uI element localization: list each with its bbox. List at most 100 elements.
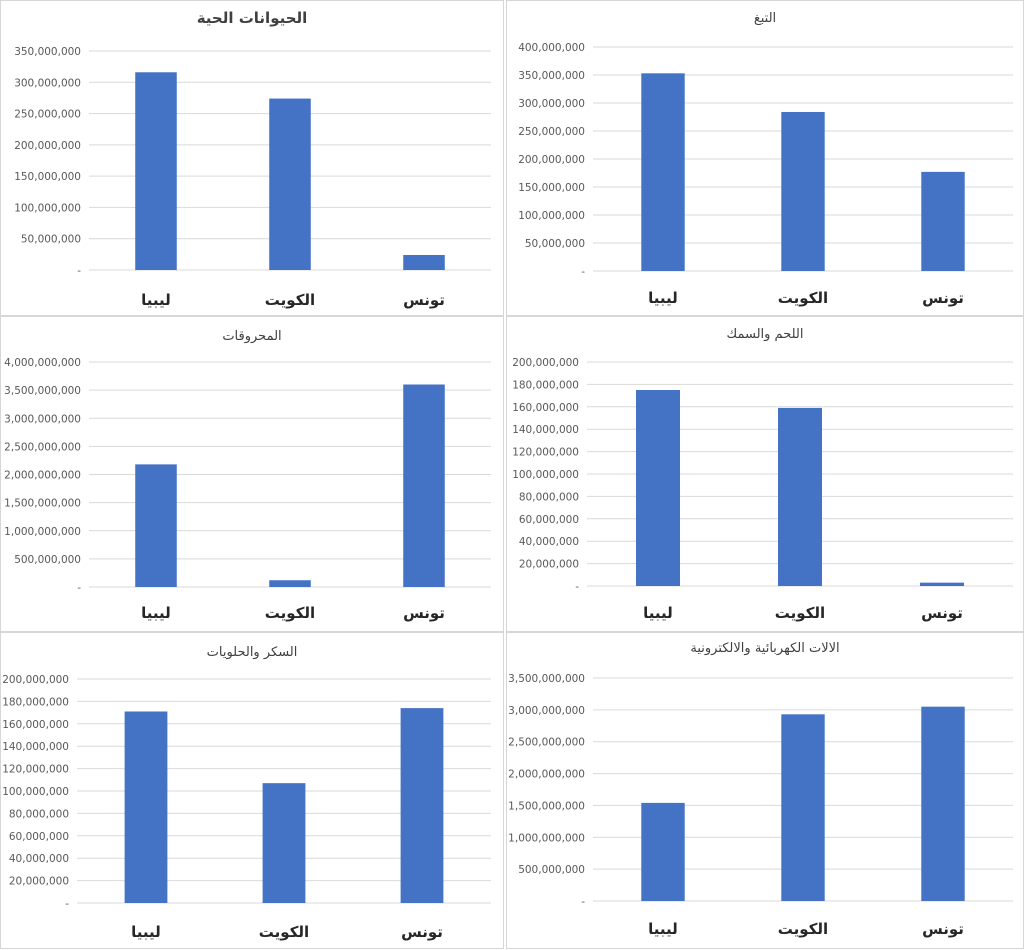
x-category-label: الكويت: [265, 291, 315, 309]
x-category-label: ليبيا: [131, 923, 161, 941]
y-tick-label: 150,000,000: [14, 171, 81, 183]
y-tick-label: 200,000,000: [512, 357, 579, 369]
y-tick-label: 200,000,000: [2, 674, 69, 686]
y-tick-label: 100,000,000: [14, 202, 81, 214]
bar: [135, 464, 177, 587]
bar: [262, 783, 306, 903]
bar: [919, 582, 965, 586]
bar: [641, 802, 685, 901]
y-tick-label: 50,000,000: [525, 238, 585, 250]
y-tick-label: 40,000,000: [519, 536, 579, 548]
chart-panel-electrical: الالات الكهربائية والالكترونية - 500,000,…: [506, 632, 1024, 949]
bar: [124, 711, 168, 903]
y-tick-label: 100,000,000: [512, 469, 579, 481]
bar: [269, 580, 311, 587]
y-tick-label: 3,000,000,000: [508, 705, 585, 717]
y-tick-label: -: [581, 896, 585, 908]
chart-title: السكر والحلويات: [206, 645, 298, 660]
y-tick-label: 500,000,000: [518, 864, 585, 876]
x-category-label: الكويت: [775, 604, 825, 622]
x-category-label: ليبيا: [643, 604, 673, 622]
y-tick-label: 140,000,000: [2, 741, 69, 753]
bar: [781, 714, 825, 901]
y-tick-label: 300,000,000: [14, 77, 81, 89]
chart-plot: - 20,000,000 40,000,000 60,000,000 80,000,00…: [512, 357, 1013, 622]
y-tick-label: 150,000,000: [518, 182, 585, 194]
y-tick-label: 180,000,000: [512, 379, 579, 391]
x-category-label: تونس: [922, 920, 964, 938]
bar: [403, 384, 445, 587]
y-tick-label: 350,000,000: [518, 70, 585, 82]
x-category-label: تونس: [403, 291, 445, 309]
y-tick-label: 80,000,000: [519, 491, 579, 503]
y-tick-label: 140,000,000: [512, 424, 579, 436]
y-tick-label: -: [77, 582, 81, 594]
y-tick-label: 100,000,000: [2, 786, 69, 798]
y-tick-label: 2,000,000,000: [508, 769, 585, 781]
x-category-label: الكويت: [265, 604, 315, 622]
y-tick-label: 3,000,000,000: [4, 413, 81, 425]
y-tick-label: 3,500,000,000: [4, 385, 81, 397]
y-tick-label: 60,000,000: [519, 514, 579, 526]
y-tick-label: 500,000,000: [14, 554, 81, 566]
y-tick-label: 40,000,000: [9, 853, 69, 865]
x-category-label: ليبيا: [648, 289, 678, 307]
chart-plot: - 500,000,000 1,000,000,000 1,500,000,000 2,…: [4, 357, 491, 622]
y-tick-label: 20,000,000: [9, 876, 69, 888]
y-tick-label: 350,000,000: [14, 46, 81, 58]
y-tick-label: 3,500,000,000: [508, 673, 585, 685]
chart-plot: - 20,000,000 40,000,000 60,000,000 80,000,00…: [2, 674, 491, 941]
x-category-label: تونس: [921, 604, 963, 622]
x-category-label: ليبيا: [141, 604, 171, 622]
chart-panel-sugar-sweets: السكر والحلويات - 20,000,000 40,000,000 60,…: [0, 632, 504, 949]
y-tick-label: 4,000,000,000: [4, 357, 81, 369]
chart-panel-live-animals: الحيوانات الحية - 50,000,000 100,000,000 15…: [0, 0, 504, 316]
chart-panel-tobacco: التبغ - 50,000,000 100,000,000 150,000,000 2…: [506, 0, 1024, 316]
y-tick-label: 200,000,000: [14, 140, 81, 152]
y-tick-label: -: [65, 898, 69, 910]
y-tick-label: 100,000,000: [518, 210, 585, 222]
y-tick-label: -: [581, 266, 585, 278]
chart-title: الالات الكهربائية والالكترونية: [690, 641, 840, 656]
y-tick-label: 80,000,000: [9, 808, 69, 820]
chart-plot: - 500,000,000 1,000,000,000 1,500,000,000 2,…: [508, 673, 1013, 938]
x-category-label: الكويت: [778, 920, 828, 938]
bar: [400, 708, 444, 903]
y-tick-label: 400,000,000: [518, 42, 585, 54]
y-tick-label: 160,000,000: [512, 402, 579, 414]
y-tick-label: 200,000,000: [518, 154, 585, 166]
y-tick-label: 1,500,000,000: [4, 498, 81, 510]
chart-title: الحيوانات الحية: [196, 9, 308, 27]
y-tick-label: 1,000,000,000: [4, 526, 81, 538]
y-tick-label: 180,000,000: [2, 696, 69, 708]
y-tick-label: 2,000,000,000: [4, 470, 81, 482]
bar: [921, 171, 965, 271]
y-tick-label: 120,000,000: [512, 447, 579, 459]
y-tick-label: 20,000,000: [519, 559, 579, 571]
chart-panel-meat-fish: اللحم والسمك - 20,000,000 40,000,000 60,000…: [506, 316, 1024, 632]
chart-panel-fuels: المحروقات - 500,000,000 1,000,000,000 1,500…: [0, 316, 504, 632]
y-tick-label: 250,000,000: [14, 109, 81, 121]
chart-title: التبغ: [753, 11, 777, 26]
y-tick-label: -: [575, 581, 579, 593]
y-tick-label: 160,000,000: [2, 719, 69, 731]
y-tick-label: 1,000,000,000: [508, 832, 585, 844]
bar: [403, 254, 445, 270]
y-tick-label: 1,500,000,000: [508, 800, 585, 812]
y-tick-label: 300,000,000: [518, 98, 585, 110]
bar: [921, 706, 965, 901]
x-category-label: الكويت: [259, 923, 309, 941]
x-category-label: تونس: [401, 923, 443, 941]
bar: [781, 111, 825, 272]
x-category-label: ليبيا: [648, 920, 678, 938]
x-category-label: الكويت: [778, 289, 828, 307]
chart-plot: - 50,000,000 100,000,000 150,000,000 200,000…: [518, 42, 1013, 307]
y-tick-label: 50,000,000: [21, 234, 81, 246]
x-category-label: تونس: [403, 604, 445, 622]
chart-plot: - 50,000,000 100,000,000 150,000,000 200,000…: [14, 46, 491, 309]
x-category-label: تونس: [922, 289, 964, 307]
y-tick-label: -: [77, 265, 81, 277]
bar: [135, 72, 177, 270]
chart-title: المحروقات: [222, 329, 282, 344]
y-tick-label: 120,000,000: [2, 764, 69, 776]
